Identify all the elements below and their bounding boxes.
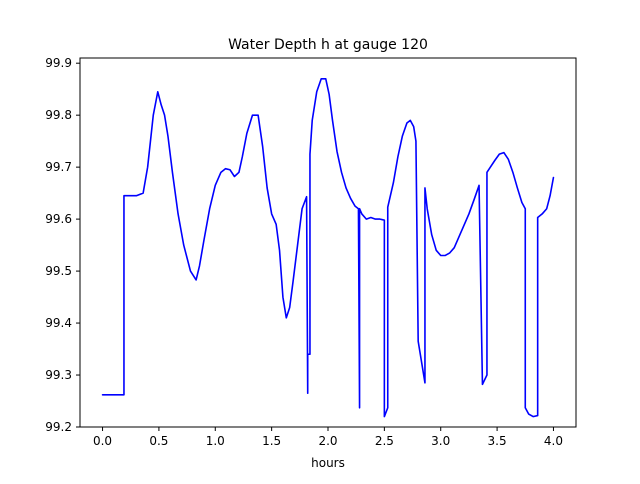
series-line-0 <box>101 77 555 418</box>
plot-area: 0.0 0.5 1.0 1.5 2.0 2.5 3.0 3.5 4.0 99.2 99.3 99.4 9… <box>45 56 577 448</box>
x-axis-title: hours <box>311 456 345 470</box>
y-tick-label: 99.7 <box>45 160 72 174</box>
y-tick-label: 99.9 <box>45 56 72 70</box>
y-tick-label: 99.2 <box>45 420 72 434</box>
x-tick-label: 2.0 <box>318 434 337 448</box>
x-tick-label: 3.0 <box>431 434 450 448</box>
x-tick-label: 2.5 <box>375 434 394 448</box>
y-tick-label: 99.3 <box>45 368 72 382</box>
chart-title: Water Depth h at gauge 120 <box>228 37 428 53</box>
y-tick-label: 99.4 <box>45 316 72 330</box>
x-tick-label: 1.0 <box>206 434 225 448</box>
y-tick-label: 99.8 <box>45 108 72 122</box>
x-tick-label: 4.0 <box>544 434 563 448</box>
x-tick-label: 1.5 <box>262 434 281 448</box>
y-tick-label: 99.5 <box>45 264 72 278</box>
y-tick-label: 99.6 <box>45 212 72 226</box>
x-tick-label: 0.5 <box>149 434 168 448</box>
x-tick-label: 3.5 <box>488 434 507 448</box>
x-tick-label: 0.0 <box>93 434 112 448</box>
